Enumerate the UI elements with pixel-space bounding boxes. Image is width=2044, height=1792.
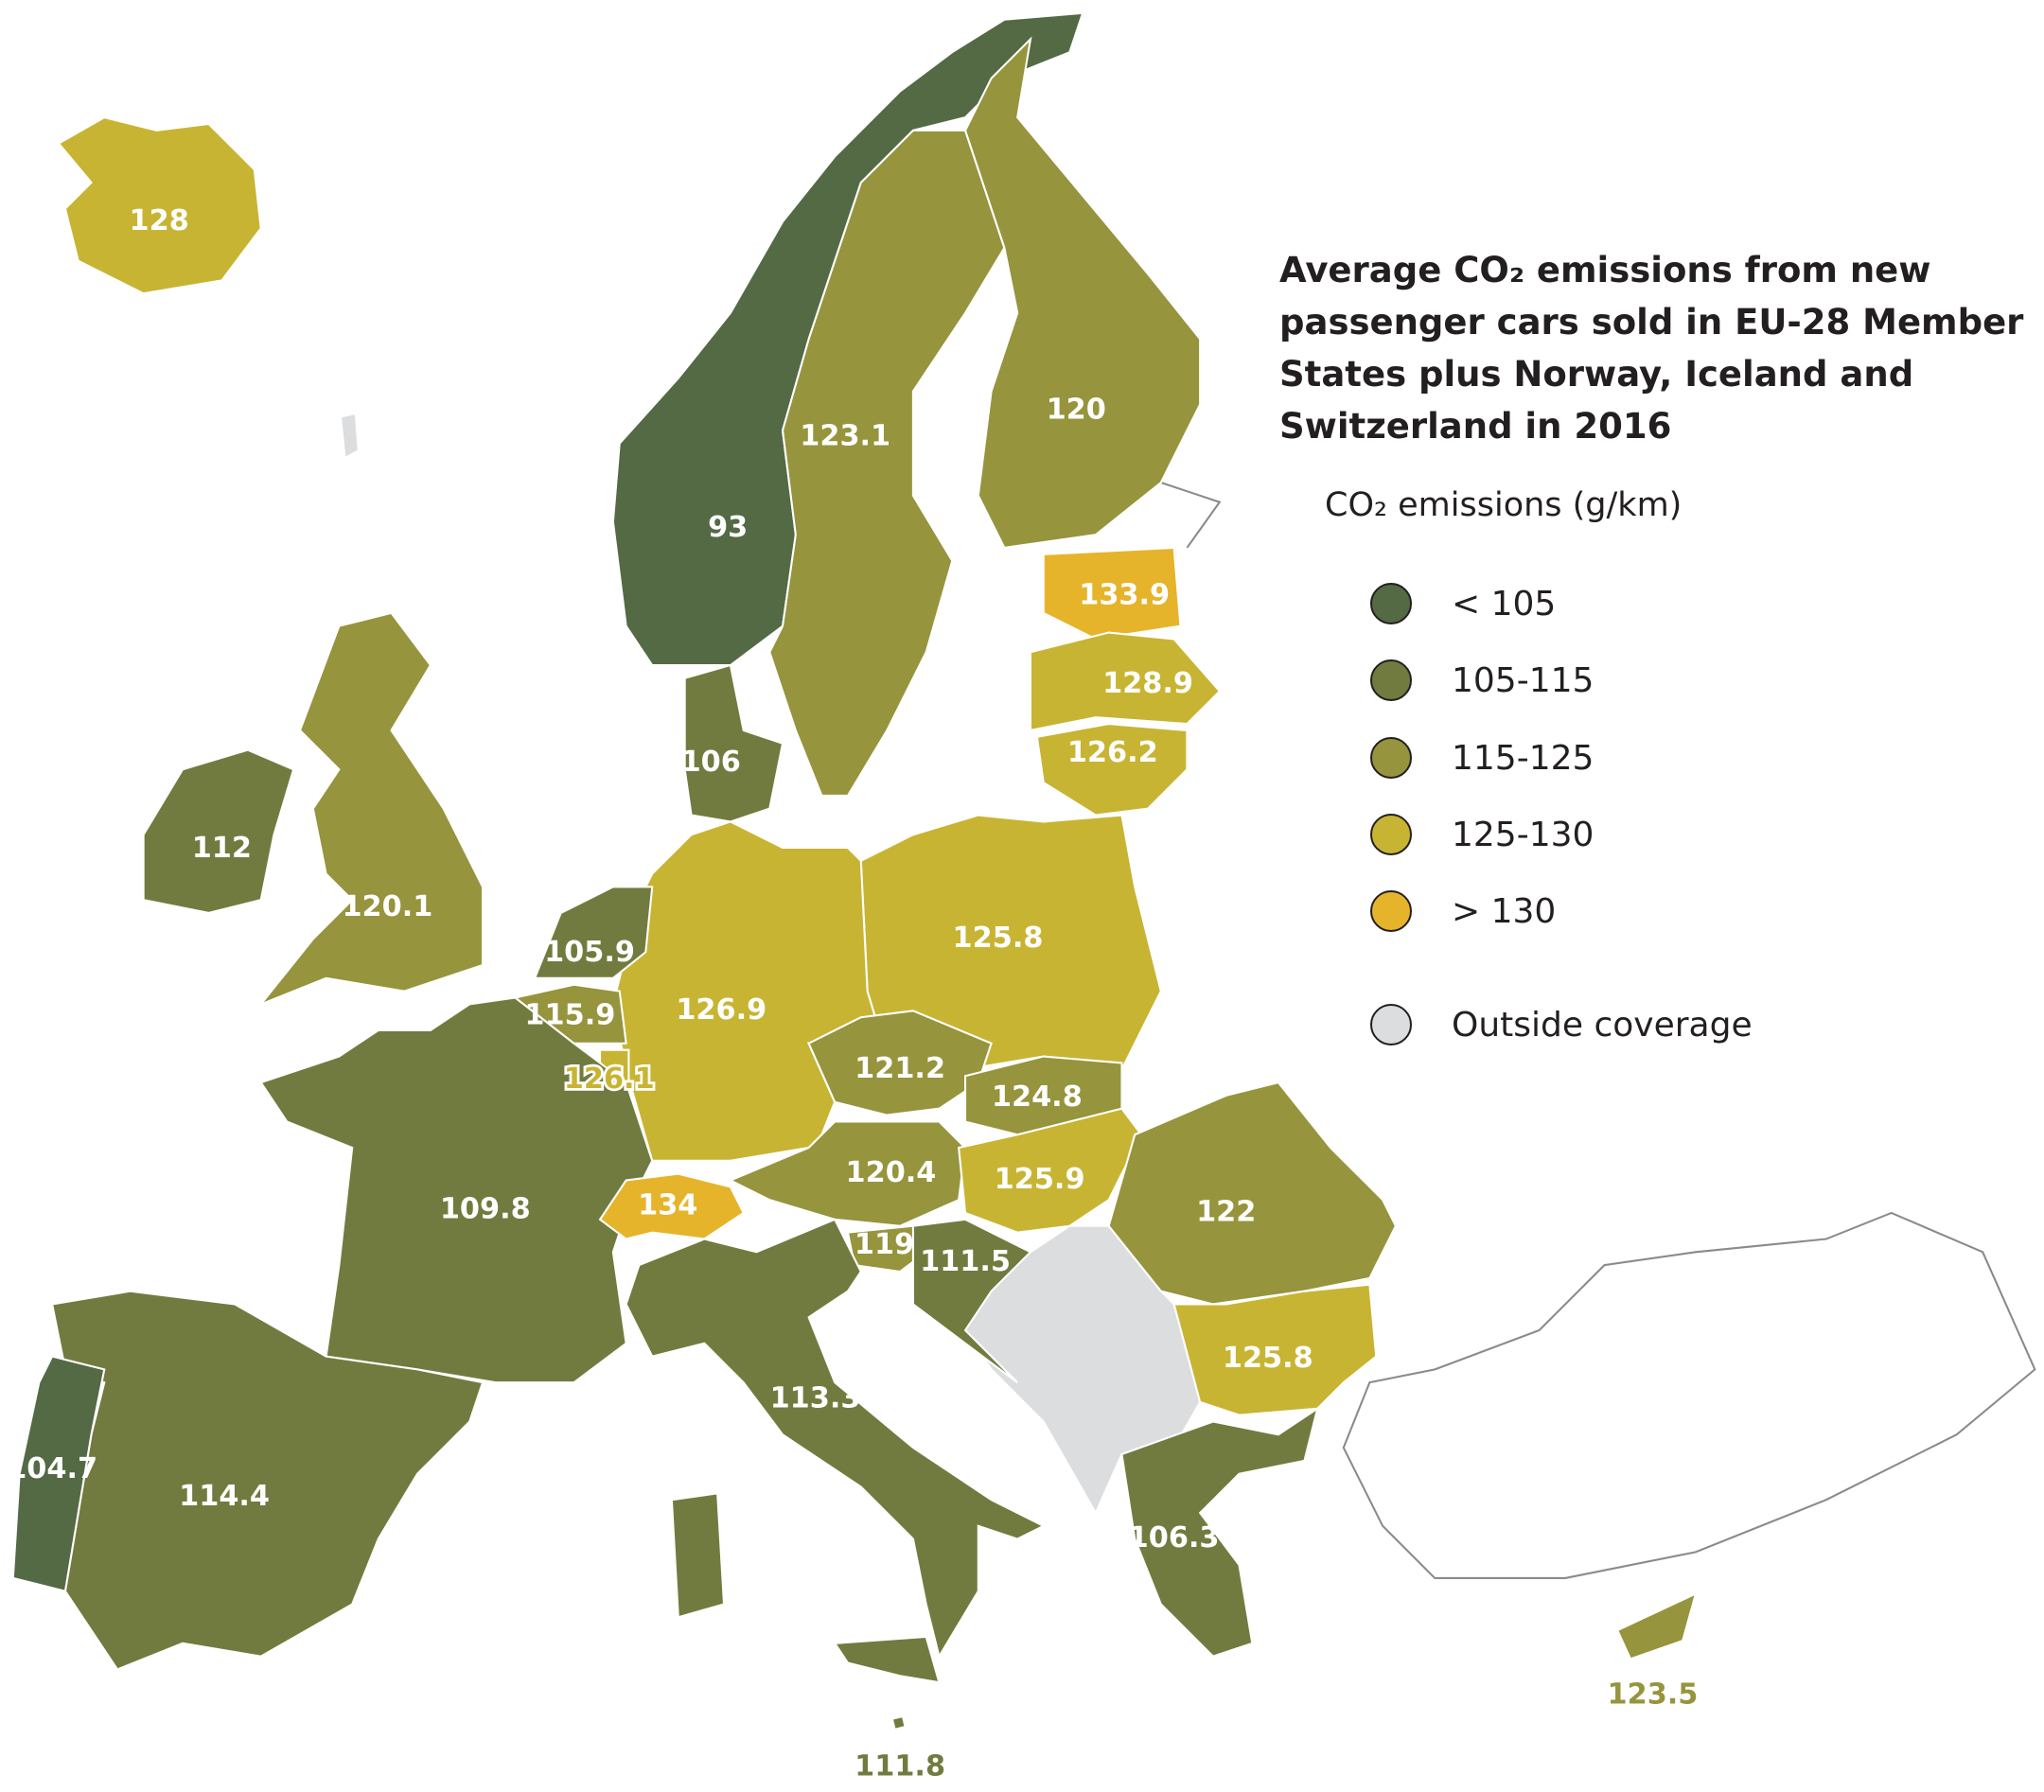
legend-item: 105-115 [1370, 659, 1594, 701]
region-value-label: 106.3 [1129, 1521, 1220, 1555]
region-value-label: 111.8 [855, 1749, 945, 1783]
legend-swatch [1370, 890, 1412, 932]
legend-label: < 105 [1452, 584, 1557, 624]
region-value-label: 120 [1047, 394, 1106, 427]
region [625, 1218, 1047, 1660]
region-value-label: 126.1 [564, 1063, 655, 1096]
region [963, 36, 1202, 550]
region-value-label: 134 [638, 1189, 697, 1222]
region [1035, 723, 1189, 817]
region [257, 611, 485, 1007]
region-value-label: 128 [130, 204, 189, 237]
region [958, 1107, 1143, 1234]
outside-outline [1160, 482, 1222, 549]
legend-swatch [1370, 583, 1412, 624]
region [1107, 1080, 1398, 1306]
region-value-label: 112 [192, 832, 252, 865]
region-value-label: 123.5 [1608, 1678, 1699, 1711]
legend-swatch [1370, 737, 1412, 779]
legend-swatch [1370, 814, 1412, 855]
outside-outline [1342, 1211, 2036, 1579]
region-value-label: 120.4 [846, 1156, 937, 1189]
region [533, 886, 654, 979]
region-value-label: 124.8 [992, 1080, 1083, 1114]
legend-swatch [1370, 659, 1412, 701]
region [259, 996, 654, 1384]
region [1029, 631, 1222, 732]
region [1615, 1591, 1698, 1660]
outside-region [342, 414, 358, 457]
legend-title: Average CO₂ emissions from new passenger… [1279, 250, 2024, 447]
legend-item: 115-125 [1370, 737, 1594, 779]
region [1120, 1406, 1319, 1658]
region [11, 1355, 106, 1592]
legend-label: Outside coverage [1452, 1005, 1753, 1045]
legend-subtitle: CO₂ emissions (g/km) [1325, 486, 1683, 524]
region-value-label: 120.1 [342, 890, 432, 923]
labels: 128 93 123.1 120 133.9 128.9 126.2 125.8 126.9 10… [7, 204, 1700, 1785]
region-value-label: 115.9 [524, 998, 615, 1031]
region-value-label: 126.2 [1067, 736, 1158, 769]
region [57, 115, 262, 295]
region [768, 129, 1006, 797]
region [670, 1492, 726, 1619]
region-value-label: 114.4 [179, 1480, 270, 1513]
context-layer [342, 414, 2036, 1579]
region [890, 1714, 907, 1731]
region [833, 1635, 941, 1684]
region-value-label: 93 [708, 511, 748, 544]
region-value-label: 121.2 [855, 1052, 945, 1085]
region [683, 663, 784, 823]
region [611, 11, 1084, 667]
legend-item: < 105 [1370, 583, 1556, 624]
regions [11, 11, 1698, 1731]
region-value-label: 125.8 [1223, 1342, 1313, 1375]
legend-item: Outside coverage [1370, 1004, 1753, 1045]
region-value-label: 106 [681, 746, 741, 779]
region-value-label: 133.9 [1079, 578, 1170, 611]
legend-label: 115-125 [1452, 738, 1595, 778]
region [598, 1172, 746, 1240]
region-value-label: 105.9 [544, 936, 635, 969]
legend: Average CO₂ emissions from new passenger… [1279, 244, 2036, 1045]
region-value-label: 111.5 [920, 1245, 1011, 1278]
region-value-label: 119 [855, 1228, 914, 1261]
region-value-label: 128.9 [1102, 667, 1193, 700]
legend-label: 105-115 [1452, 660, 1595, 700]
legend-item: > 130 [1370, 890, 1556, 932]
region [911, 1218, 1032, 1383]
region-value-label: 125.8 [953, 922, 1044, 955]
legend-swatch [1370, 1004, 1412, 1045]
region-value-label: 126.9 [676, 993, 766, 1027]
region-value-label: 123.1 [800, 419, 890, 452]
region [611, 820, 889, 1162]
region-value-label: 113.3 [770, 1382, 861, 1415]
region-value-label: 104.7 [7, 1452, 97, 1485]
legend-item: 125-130 [1370, 814, 1594, 855]
region-value-label: 122 [1196, 1195, 1256, 1228]
legend-label: 125-130 [1452, 815, 1595, 854]
region [1172, 1283, 1378, 1416]
region [142, 748, 295, 914]
legend-label: > 130 [1452, 891, 1557, 931]
region-value-label: 109.8 [440, 1193, 531, 1226]
region-value-label: 125.9 [995, 1163, 1085, 1196]
region [1042, 546, 1182, 641]
